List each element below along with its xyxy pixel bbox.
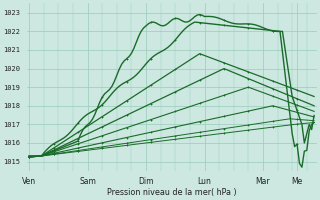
X-axis label: Pression niveau de la mer( hPa ): Pression niveau de la mer( hPa ) [107,188,236,197]
